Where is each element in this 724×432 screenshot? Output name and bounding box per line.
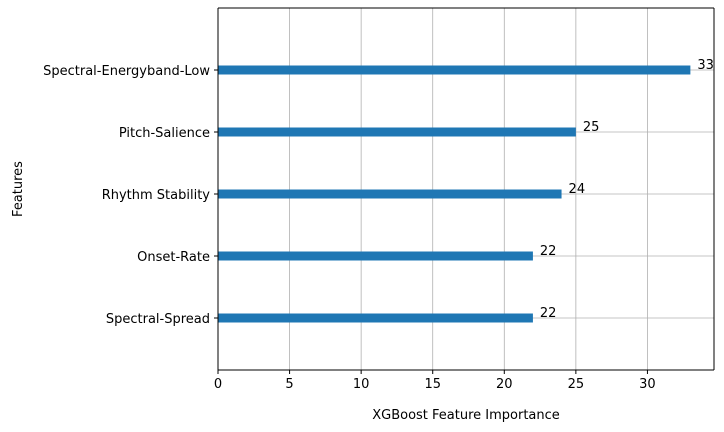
bar-value-label: 25 — [583, 120, 600, 135]
y-axis-title: Features — [11, 161, 26, 217]
y-tick-label: Spectral-Energyband-Low — [43, 64, 210, 79]
x-tick-label: 20 — [496, 377, 513, 392]
bar — [218, 313, 533, 323]
bar — [218, 127, 576, 137]
bar — [218, 251, 533, 261]
x-tick-label: 25 — [568, 377, 585, 392]
x-tick-label: 10 — [353, 377, 370, 392]
x-tick-label: 5 — [285, 377, 293, 392]
y-axis-ticks: Spectral-Spread Onset-Rate Rhythm Stabilit… — [43, 64, 218, 327]
y-tick-label: Pitch-Salience — [119, 126, 210, 141]
y-tick-label: Rhythm Stability — [102, 188, 211, 203]
y-tick-label: Onset-Rate — [137, 250, 210, 265]
bar — [218, 189, 562, 199]
x-axis-title: XGBoost Feature Importance — [372, 408, 560, 423]
x-tick-label: 0 — [214, 377, 222, 392]
bar-value-label: 22 — [540, 306, 557, 321]
bar-value-label: 24 — [569, 182, 586, 197]
bar — [218, 65, 691, 75]
bars — [218, 65, 691, 323]
plot-frame — [217, 7, 715, 371]
bar-value-label: 22 — [540, 244, 557, 259]
x-tick-label: 30 — [639, 377, 656, 392]
x-axis-ticks: 0 5 10 15 20 25 30 — [214, 370, 656, 392]
data-labels: 22 22 24 25 33 — [540, 58, 714, 321]
x-tick-label: 15 — [424, 377, 441, 392]
bar-value-label: 33 — [697, 58, 714, 73]
y-tick-label: Spectral-Spread — [106, 312, 210, 327]
